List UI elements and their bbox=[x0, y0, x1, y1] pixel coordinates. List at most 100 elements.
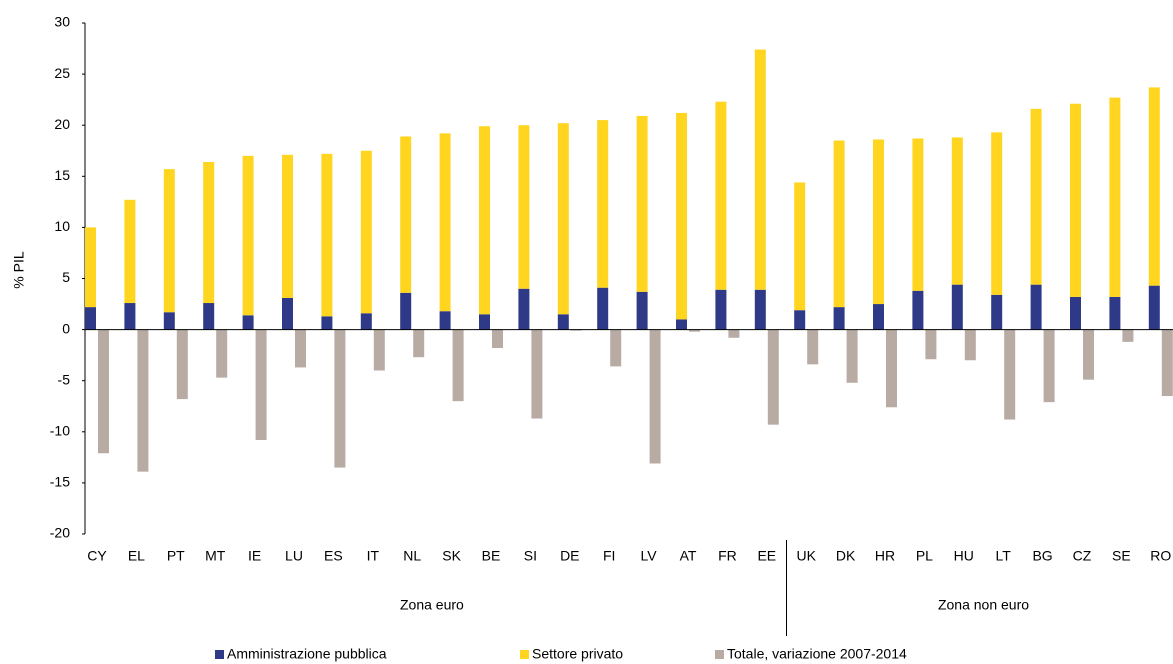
bar-segment bbox=[754, 49, 766, 290]
bar-segment bbox=[1148, 285, 1160, 330]
x-tick-label: IT bbox=[367, 548, 380, 564]
x-tick-label: FI bbox=[603, 548, 615, 564]
y-tick-label: -20 bbox=[50, 525, 70, 541]
x-tick-label: BG bbox=[1032, 548, 1052, 564]
x-tick-label: MT bbox=[205, 548, 226, 564]
bar-segment bbox=[794, 310, 806, 330]
bar-segment bbox=[282, 154, 293, 298]
x-tick-label: SI bbox=[524, 548, 537, 564]
x-tick-label: SK bbox=[442, 548, 461, 564]
bar-segment bbox=[400, 136, 412, 293]
x-tick-label: LV bbox=[641, 548, 658, 564]
bar-segment bbox=[597, 287, 609, 330]
x-tick-label: HU bbox=[954, 548, 974, 564]
legend-label: Amministrazione pubblica bbox=[227, 646, 387, 662]
bar-segment bbox=[242, 155, 254, 316]
legend-label: Totale, variazione 2007-2014 bbox=[727, 646, 907, 662]
legend-swatch bbox=[715, 650, 724, 659]
y-axis-label: % PIL bbox=[11, 251, 27, 289]
x-tick-label: IE bbox=[248, 548, 261, 564]
bar-segment bbox=[715, 101, 727, 290]
bar-segment bbox=[1030, 284, 1042, 330]
bar-segment bbox=[124, 303, 136, 330]
bar bbox=[964, 329, 976, 361]
bar bbox=[1122, 329, 1134, 342]
y-tick-label: 5 bbox=[62, 269, 70, 285]
x-tick-label: AT bbox=[680, 548, 697, 564]
x-tick-label: FR bbox=[718, 548, 737, 564]
bar bbox=[1161, 329, 1173, 397]
bar bbox=[1004, 329, 1016, 420]
bar-segment bbox=[321, 153, 333, 317]
bar bbox=[807, 329, 819, 365]
bar-segment bbox=[439, 311, 451, 330]
x-tick-label: HR bbox=[875, 548, 895, 564]
bar-segment bbox=[636, 116, 648, 292]
bar bbox=[334, 329, 346, 468]
bar-segment bbox=[557, 314, 569, 330]
y-tick-label: 10 bbox=[54, 218, 70, 234]
bar bbox=[570, 329, 582, 331]
group-label: Zona euro bbox=[400, 597, 464, 613]
bar-segment bbox=[676, 319, 687, 330]
bar-segment bbox=[912, 138, 924, 291]
bar-segment bbox=[1148, 87, 1160, 286]
bar-segment bbox=[242, 315, 254, 330]
bar bbox=[846, 329, 858, 383]
y-tick-label: 15 bbox=[54, 167, 70, 183]
x-tick-label: DK bbox=[836, 548, 856, 564]
bar-segment bbox=[833, 140, 845, 308]
x-tick-label: RO bbox=[1150, 548, 1171, 564]
bar-segment bbox=[715, 289, 727, 330]
group-label: Zona non euro bbox=[938, 597, 1029, 613]
bar bbox=[531, 329, 543, 419]
y-tick-label: -10 bbox=[50, 423, 70, 439]
bar-segment bbox=[518, 288, 530, 330]
bar bbox=[492, 329, 503, 348]
x-tick-label: LU bbox=[285, 548, 303, 564]
bar-segment bbox=[479, 126, 490, 315]
bar-segment bbox=[1109, 97, 1121, 297]
x-tick-label: UK bbox=[796, 548, 816, 564]
bar-segment bbox=[1070, 103, 1081, 297]
bar-segment bbox=[951, 284, 963, 330]
bar-segment bbox=[439, 133, 451, 312]
bar bbox=[767, 329, 779, 425]
bar-segment bbox=[163, 312, 175, 330]
bar-segment bbox=[676, 112, 687, 320]
y-tick-label: 20 bbox=[54, 116, 70, 132]
bar-segment bbox=[873, 139, 884, 305]
bar-segment bbox=[597, 120, 609, 288]
y-tick-label: -15 bbox=[50, 474, 70, 490]
x-tick-label: EL bbox=[128, 548, 145, 564]
bar bbox=[1083, 329, 1094, 380]
x-tick-label: LT bbox=[996, 548, 1012, 564]
bar bbox=[925, 329, 937, 360]
bar-segment bbox=[794, 182, 806, 311]
x-tick-label: CZ bbox=[1073, 548, 1092, 564]
y-tick-label: 30 bbox=[54, 14, 70, 30]
bar bbox=[216, 329, 228, 378]
x-tick-label: ES bbox=[324, 548, 343, 564]
legend-swatch bbox=[520, 650, 529, 659]
legend-swatch bbox=[215, 650, 224, 659]
bar bbox=[610, 329, 622, 367]
bar-segment bbox=[400, 292, 412, 330]
bar-segment bbox=[282, 297, 293, 330]
bar-segment bbox=[951, 137, 963, 285]
bar-segment bbox=[991, 132, 1003, 295]
y-tick-label: 25 bbox=[54, 65, 70, 81]
bar-segment bbox=[163, 169, 175, 313]
bar bbox=[413, 329, 425, 358]
bar-segment bbox=[360, 150, 372, 314]
x-tick-label: CY bbox=[87, 548, 107, 564]
bar bbox=[728, 329, 740, 338]
bar-segment bbox=[991, 294, 1003, 330]
x-tick-label: EE bbox=[757, 548, 776, 564]
x-tick-label: PL bbox=[916, 548, 933, 564]
y-tick-label: -5 bbox=[58, 371, 71, 387]
bar-segment bbox=[1070, 296, 1081, 330]
bar bbox=[98, 329, 109, 454]
bar bbox=[1043, 329, 1055, 403]
